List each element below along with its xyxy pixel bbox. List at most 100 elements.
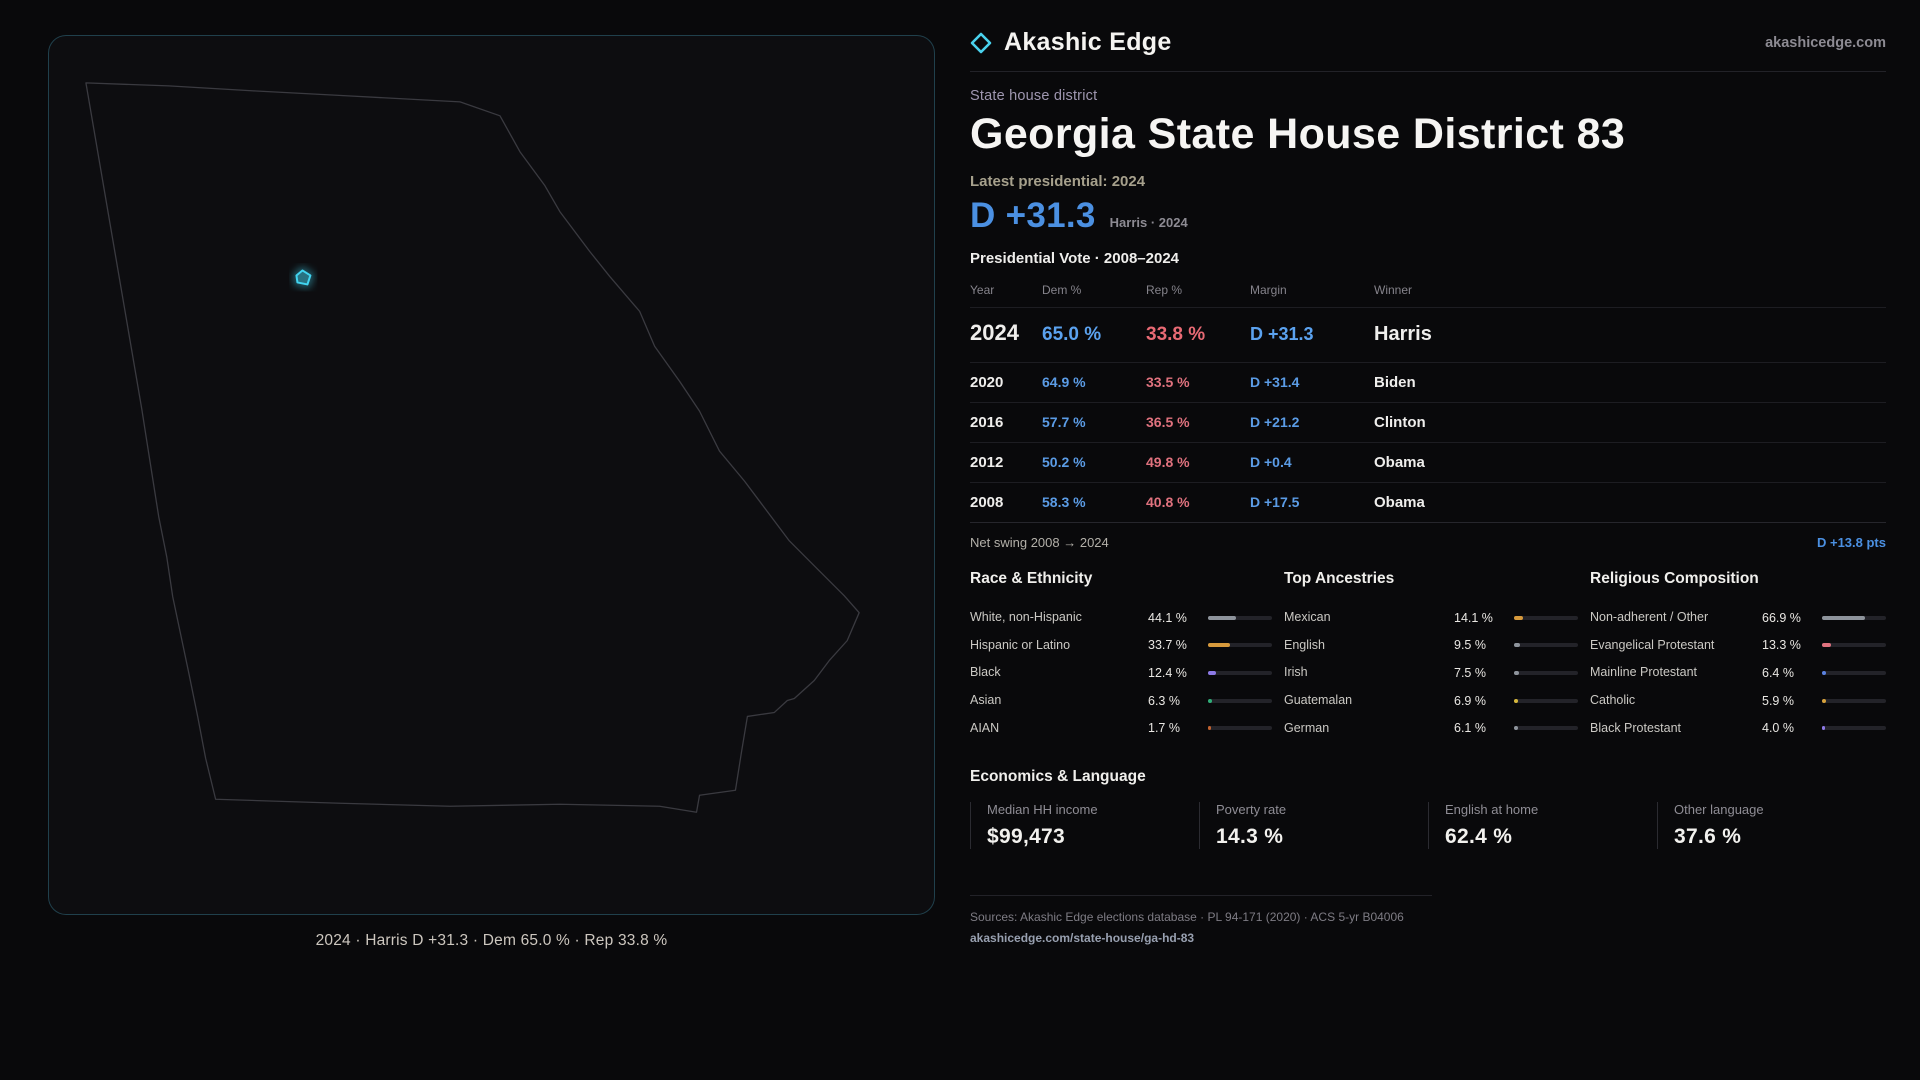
- net-swing-value: D +13.8 pts: [1816, 535, 1886, 550]
- item-label: Hispanic or Latino: [970, 637, 1071, 652]
- item-bar: [1822, 615, 1886, 620]
- georgia-state-map: [85, 82, 860, 813]
- table-row: 2008 58.3 % 40.8 % D +17.5 Obama: [970, 482, 1886, 522]
- list-item: AIAN 1.7 %: [970, 715, 1272, 743]
- item-label: Guatemalan: [1284, 692, 1353, 707]
- report-footer: Sources: Akashic Edge elections database…: [970, 895, 1886, 945]
- district-highlight[interactable]: [295, 269, 312, 286]
- cell-rep: 49.8 %: [1146, 454, 1190, 470]
- item-value: 12.4 %: [1148, 666, 1187, 681]
- item-bar: [1208, 671, 1272, 676]
- cell-margin: D +31.4: [1250, 374, 1300, 390]
- list-item: Mexican 14.1 %: [1284, 604, 1578, 632]
- cell-year: 2008: [970, 494, 1004, 511]
- stat-label: Other language: [1674, 802, 1764, 818]
- table-row: 2024 65.0 % 33.8 % D +31.3 Harris: [970, 307, 1886, 362]
- item-label: Irish: [1284, 665, 1308, 680]
- item-value: 6.3 %: [1148, 693, 1180, 708]
- cell-dem: 64.9 %: [1042, 374, 1086, 390]
- header-bar: Akashic Edge akashicedge.com: [970, 28, 1886, 72]
- item-label: AIAN: [970, 720, 1000, 735]
- list-item: Black Protestant 4.0 %: [1590, 715, 1886, 743]
- list-item: Black 12.4 %: [970, 659, 1272, 687]
- cell-rep: 33.5 %: [1146, 374, 1190, 390]
- item-bar: [1822, 643, 1886, 648]
- cell-winner: Clinton: [1374, 414, 1426, 431]
- item-bar: [1514, 615, 1578, 620]
- item-bar: [1208, 643, 1272, 648]
- cell-margin: D +31.3: [1250, 324, 1314, 344]
- cell-margin: D +17.5: [1250, 494, 1300, 510]
- stat-value: 62.4 %: [1445, 825, 1513, 849]
- cell-dem: 50.2 %: [1042, 454, 1086, 470]
- item-bar: [1208, 726, 1272, 731]
- cell-year: 2024: [970, 320, 1019, 345]
- item-value: 1.7 %: [1148, 721, 1180, 736]
- latest-presidential-label: Latest presidential: 2024: [970, 173, 1146, 190]
- table-divider: [970, 522, 1886, 523]
- table-header: Year Dem % Rep % Margin Winner: [970, 275, 1886, 307]
- cell-winner: Harris: [1374, 323, 1432, 345]
- item-label: Mexican: [1284, 610, 1331, 624]
- item-value: 13.3 %: [1762, 638, 1801, 653]
- cell-year: 2012: [970, 454, 1004, 471]
- item-bar: [1514, 643, 1578, 648]
- list-item: Evangelical Protestant 13.3 %: [1590, 632, 1886, 660]
- permalink[interactable]: akashicedge.com/state-house/ga-hd-83: [970, 931, 1195, 946]
- net-swing-row: Net swing 2008 → 2024 D +13.8 pts: [970, 523, 1886, 550]
- footer-divider: [970, 895, 1432, 897]
- brand-domain-link[interactable]: akashicedge.com: [1765, 34, 1886, 51]
- item-label: Black Protestant: [1590, 720, 1682, 735]
- section-title: Race & Ethnicity: [970, 570, 1093, 587]
- list-item: Guatemalan 6.9 %: [1284, 687, 1578, 715]
- list-item: Asian 6.3 %: [970, 687, 1272, 715]
- cell-dem: 58.3 %: [1042, 494, 1086, 510]
- net-swing-label: Net swing 2008 → 2024: [970, 535, 1109, 550]
- district-report: Akashic Edge akashicedge.com State house…: [970, 28, 1886, 945]
- col-header-year: Year: [970, 283, 995, 297]
- table-row: 2020 64.9 % 33.5 % D +31.4 Biden: [970, 362, 1886, 402]
- stat-other-language: Other language 37.6 %: [1657, 802, 1886, 850]
- item-bar: [1514, 726, 1578, 731]
- list-item: Mainline Protestant 6.4 %: [1590, 659, 1886, 687]
- item-bar: [1514, 671, 1578, 676]
- cell-winner: Obama: [1374, 454, 1425, 471]
- map-caption: 2024 · Harris D +31.3 · Dem 65.0 % · Rep…: [315, 932, 668, 949]
- item-bar: [1208, 615, 1272, 620]
- item-label: White, non-Hispanic: [970, 610, 1082, 624]
- economics-title: Economics & Language: [970, 768, 1146, 786]
- table-row: 2012 50.2 % 49.8 % D +0.4 Obama: [970, 442, 1886, 482]
- list-item: English 9.5 %: [1284, 632, 1578, 660]
- col-header-dem: Dem %: [1042, 283, 1082, 297]
- item-bar: [1208, 698, 1272, 703]
- section-title: Religious Composition: [1590, 570, 1759, 587]
- item-value: 6.4 %: [1762, 666, 1794, 681]
- item-value: 66.9 %: [1762, 610, 1801, 625]
- item-value: 9.5 %: [1454, 638, 1486, 653]
- item-value: 5.9 %: [1762, 693, 1794, 708]
- list-item: Hispanic or Latino 33.7 %: [970, 632, 1272, 660]
- item-value: 14.1 %: [1454, 610, 1493, 625]
- item-value: 44.1 %: [1148, 610, 1187, 625]
- economics-stats: Median HH income $99,473 Poverty rate 14…: [970, 802, 1886, 850]
- cell-margin: D +21.2: [1250, 414, 1300, 430]
- item-bar: [1822, 726, 1886, 731]
- stat-value: $99,473: [987, 825, 1066, 849]
- district-map-panel: [48, 35, 935, 915]
- cell-rep: 36.5 %: [1146, 414, 1190, 430]
- item-label: Mainline Protestant: [1590, 665, 1698, 680]
- stat-label: Median HH income: [987, 802, 1098, 818]
- section-title: Top Ancestries: [1284, 570, 1395, 587]
- list-item: Non-adherent / Other 66.9 %: [1590, 604, 1886, 632]
- cell-dem: 65.0 %: [1042, 324, 1102, 345]
- headline-margin-value: D +31.3: [970, 196, 1096, 235]
- race-ethnicity-column: Race & Ethnicity White, non-Hispanic 44.…: [970, 570, 1272, 742]
- cell-dem: 57.7 %: [1042, 414, 1086, 430]
- col-header-winner: Winner: [1374, 283, 1413, 297]
- sources-text: Sources: Akashic Edge elections database…: [970, 910, 1404, 925]
- stat-label: English at home: [1445, 802, 1539, 818]
- item-label: Black: [970, 665, 1001, 680]
- stat-poverty-rate: Poverty rate 14.3 %: [1199, 802, 1428, 850]
- religion-column: Religious Composition Non-adherent / Oth…: [1590, 570, 1886, 742]
- demographics-section: Race & Ethnicity White, non-Hispanic 44.…: [970, 570, 1886, 742]
